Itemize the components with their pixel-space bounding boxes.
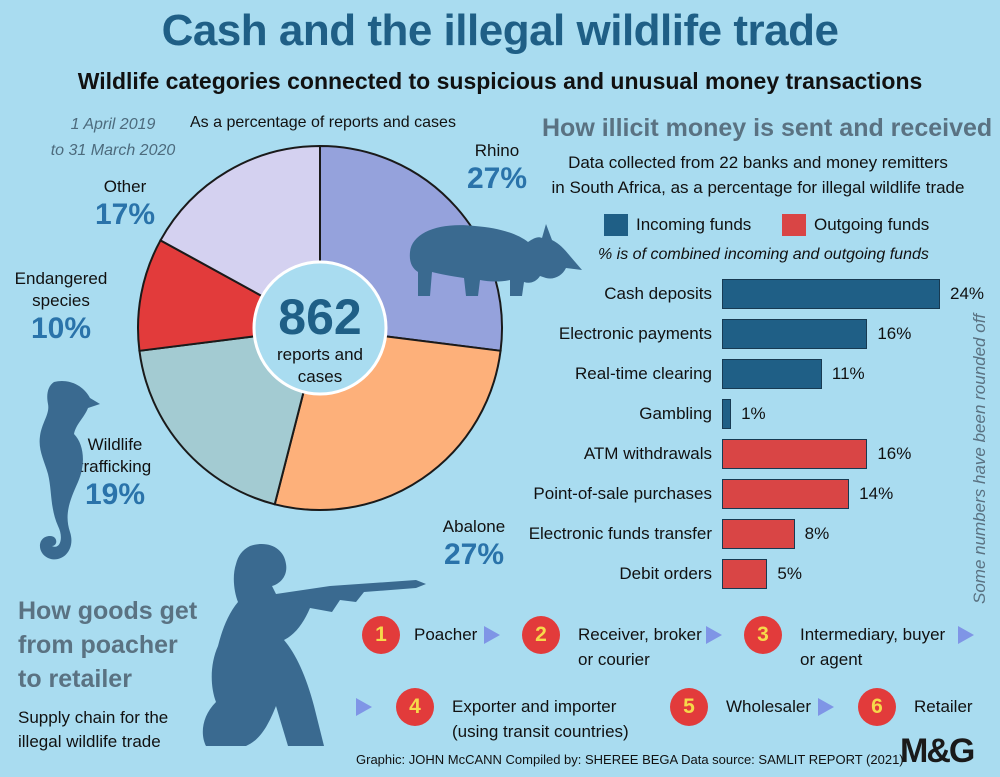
bar-value-label: 8% (804, 524, 830, 543)
pie-caption: As a percentage of reports and cases (190, 114, 456, 131)
step-4-label: Exporter and importer (using transit cou… (452, 694, 629, 744)
step-1-label: Poacher (414, 625, 478, 644)
supply-chain-sub-line2: illegal wildlife trade (18, 732, 161, 751)
arrow-right-icon (818, 698, 834, 716)
legend-incoming-label: Incoming funds (636, 215, 752, 234)
date-range: 1 April 2019 to 31 March 2020 (28, 112, 198, 164)
supply-chain-heading: How goods get from poacher to retailer (18, 594, 197, 696)
step-6-badge: 6 (858, 688, 896, 726)
step-4-line1: Exporter and importer (452, 697, 617, 716)
bar-electronic-funds-transfer (722, 519, 795, 549)
arrow-right-icon (356, 698, 372, 716)
bar-value-label: 11% (831, 364, 865, 383)
poacher-silhouette-icon (202, 544, 426, 746)
page-subtitle: Wildlife categories connected to suspici… (77, 68, 923, 94)
bar-section-subheading: Data collected from 22 banks and money r… (538, 150, 978, 200)
bar-value-label: 16% (877, 324, 912, 343)
bar-value-label: 24% (950, 284, 985, 303)
bar-gambling (722, 399, 732, 429)
step-2-badge: 2 (522, 616, 560, 654)
arrow-right-icon (706, 626, 722, 644)
bar-debit-orders (722, 559, 768, 589)
slice-value: 19% (84, 478, 146, 511)
pie-center-hole (252, 260, 388, 396)
step-2-line2: or courier (578, 650, 650, 669)
supply-chain-heading-line2: from poacher (18, 631, 178, 659)
bar-real-time-clearing (722, 359, 822, 389)
slice-value: 10% (30, 312, 92, 345)
bar-value-label: 1% (741, 404, 766, 423)
step-5-label: Wholesaler (726, 697, 812, 716)
arrow-right-icon (958, 626, 974, 644)
step-5-badge: 5 (670, 688, 708, 726)
step-3-badge: 3 (744, 616, 782, 654)
pie-label-wildlife-trafficking: Wildlife trafficking 19% (60, 434, 170, 512)
supply-chain-subheading: Supply chain for the illegal wildlife tr… (18, 706, 168, 754)
bar-category-label: Point-of-sale purchases (533, 484, 712, 503)
bar-cash-deposits (722, 279, 940, 309)
bar-category-label: ATM withdrawals (583, 444, 712, 463)
page-title: Cash and the illegal wildlife trade (161, 6, 839, 55)
pie-label-rhino: Rhino 27% (452, 140, 542, 196)
step-6-label: Retailer (914, 697, 973, 716)
bar-category-label: Cash deposits (604, 284, 712, 303)
bar-section-heading: How illicit money is sent and received (542, 114, 993, 142)
step-4-badge: 4 (396, 688, 434, 726)
slice-value: 27% (443, 538, 505, 571)
bar-point-of-sale-purchases (722, 479, 850, 509)
supply-chain-heading-line3: to retailer (18, 665, 132, 693)
step-2-line1: Receiver, broker (578, 625, 702, 644)
pie-label-other: Other 17% (80, 176, 170, 232)
supply-chain-sub-line1: Supply chain for the (18, 708, 169, 727)
bar-category-label: Gambling (639, 404, 712, 423)
step-4-line2: (using transit countries) (452, 722, 629, 741)
pie-label-endangered: Endangered species 10% (6, 268, 116, 346)
slice-name: Rhino (474, 141, 520, 160)
bar-electronic-payments (722, 319, 868, 349)
slice-name: trafficking (78, 457, 152, 476)
bar-category-label: Electronic payments (558, 324, 712, 343)
bar-category-label: Real-time clearing (575, 364, 712, 383)
rhino-icon (409, 224, 582, 296)
bar-value-label: 16% (877, 444, 912, 463)
slice-value: 17% (94, 198, 156, 231)
bar-value-label: 14% (859, 484, 894, 503)
slice-name: Other (103, 177, 147, 196)
legend-outgoing-swatch (782, 214, 806, 236)
pie-label-abalone: Abalone 27% (424, 516, 524, 572)
slice-name: Abalone (442, 517, 506, 536)
date-range-line1: 1 April 2019 (70, 116, 156, 133)
date-range-line2: to 31 March 2020 (50, 142, 176, 159)
supply-chain-heading-line1: How goods get (18, 597, 198, 625)
legend-incoming-swatch (604, 214, 628, 236)
step-3-label: Intermediary, buyer or agent (800, 622, 945, 672)
publisher-logo: M&G (900, 732, 975, 770)
bar-category-label: Debit orders (619, 564, 712, 583)
credits-footer: Graphic: JOHN McCANN Compiled by: SHEREE… (356, 752, 904, 767)
step-1-badge: 1 (362, 616, 400, 654)
bar-percentage-note: % is of combined incoming and outgoing f… (598, 246, 929, 263)
rounding-note: Some numbers have been rounded off (970, 313, 989, 604)
bar-category-label: Electronic funds transfer (528, 524, 712, 543)
bar-section-sub-line2: in South Africa, as a percentage for ill… (551, 178, 965, 197)
legend-outgoing-label: Outgoing funds (814, 215, 930, 234)
slice-name: Wildlife (87, 435, 143, 454)
pie-center-line1: reports and (277, 345, 363, 364)
pie-center-number: 862 (278, 289, 361, 345)
slice-name: species (32, 291, 90, 310)
slice-value: 27% (466, 162, 528, 195)
step-3-line2: or agent (800, 650, 863, 669)
arrow-right-icon (484, 626, 500, 644)
step-3-line1: Intermediary, buyer (800, 625, 946, 644)
pie-center-line2: cases (298, 367, 342, 386)
step-2-label: Receiver, broker or courier (578, 622, 702, 672)
bar-section-sub-line1: Data collected from 22 banks and money r… (568, 153, 948, 172)
seahorse-icon (39, 380, 100, 560)
bar-value-label: 5% (777, 564, 802, 583)
slice-name: Endangered (14, 269, 108, 288)
bar-atm-withdrawals (722, 439, 868, 469)
